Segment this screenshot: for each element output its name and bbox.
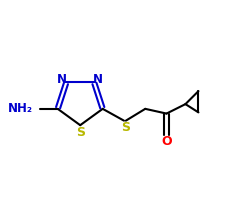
Text: NH₂: NH₂ bbox=[7, 102, 32, 115]
Text: S: S bbox=[121, 121, 130, 134]
Text: N: N bbox=[57, 73, 67, 86]
Text: O: O bbox=[161, 135, 172, 148]
Text: N: N bbox=[93, 73, 103, 86]
Text: S: S bbox=[76, 126, 85, 139]
